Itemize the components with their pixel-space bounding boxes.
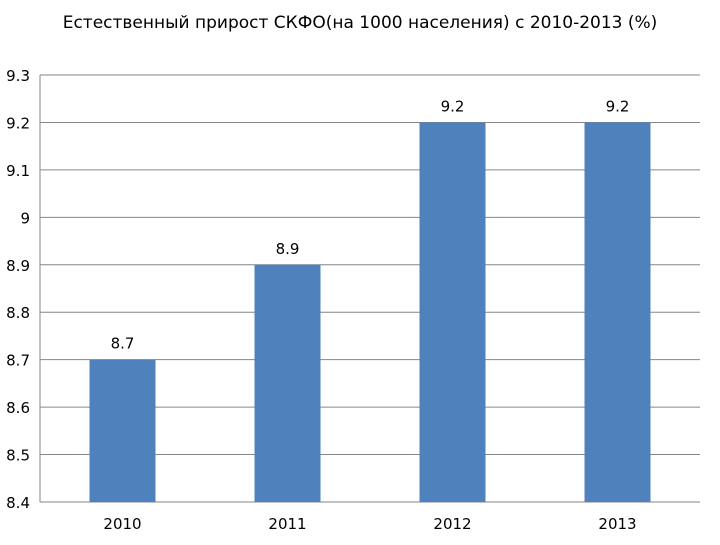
x-tick-label: 2012 bbox=[433, 515, 471, 533]
y-tick-label: 9.1 bbox=[6, 162, 30, 180]
bar-2010 bbox=[89, 359, 156, 502]
data-label: 9.2 bbox=[441, 97, 465, 115]
y-tick-label: 8.7 bbox=[6, 352, 30, 370]
x-tick-label: 2013 bbox=[598, 515, 636, 533]
data-label: 8.7 bbox=[111, 335, 135, 353]
y-tick-label: 8.9 bbox=[6, 257, 30, 275]
data-label: 8.9 bbox=[276, 240, 300, 258]
chart-title: Естественный прирост СКФО(на 1000 населе… bbox=[62, 13, 658, 33]
bar-2011 bbox=[254, 264, 321, 502]
y-tick-label: 8.6 bbox=[6, 399, 30, 417]
x-tick-label: 2011 bbox=[268, 515, 306, 533]
bar-2013 bbox=[584, 122, 651, 502]
bar-2012 bbox=[419, 122, 486, 502]
y-tick-label: 9.2 bbox=[6, 114, 30, 132]
y-tick-label: 8.5 bbox=[6, 447, 30, 465]
y-tick-label: 8.8 bbox=[6, 304, 30, 322]
x-tick-label: 2010 bbox=[103, 515, 141, 533]
data-label: 9.2 bbox=[606, 97, 630, 115]
y-tick-label: 8.4 bbox=[6, 494, 30, 512]
y-tick-label: 9 bbox=[20, 209, 30, 227]
y-tick-label: 9.3 bbox=[6, 67, 30, 85]
